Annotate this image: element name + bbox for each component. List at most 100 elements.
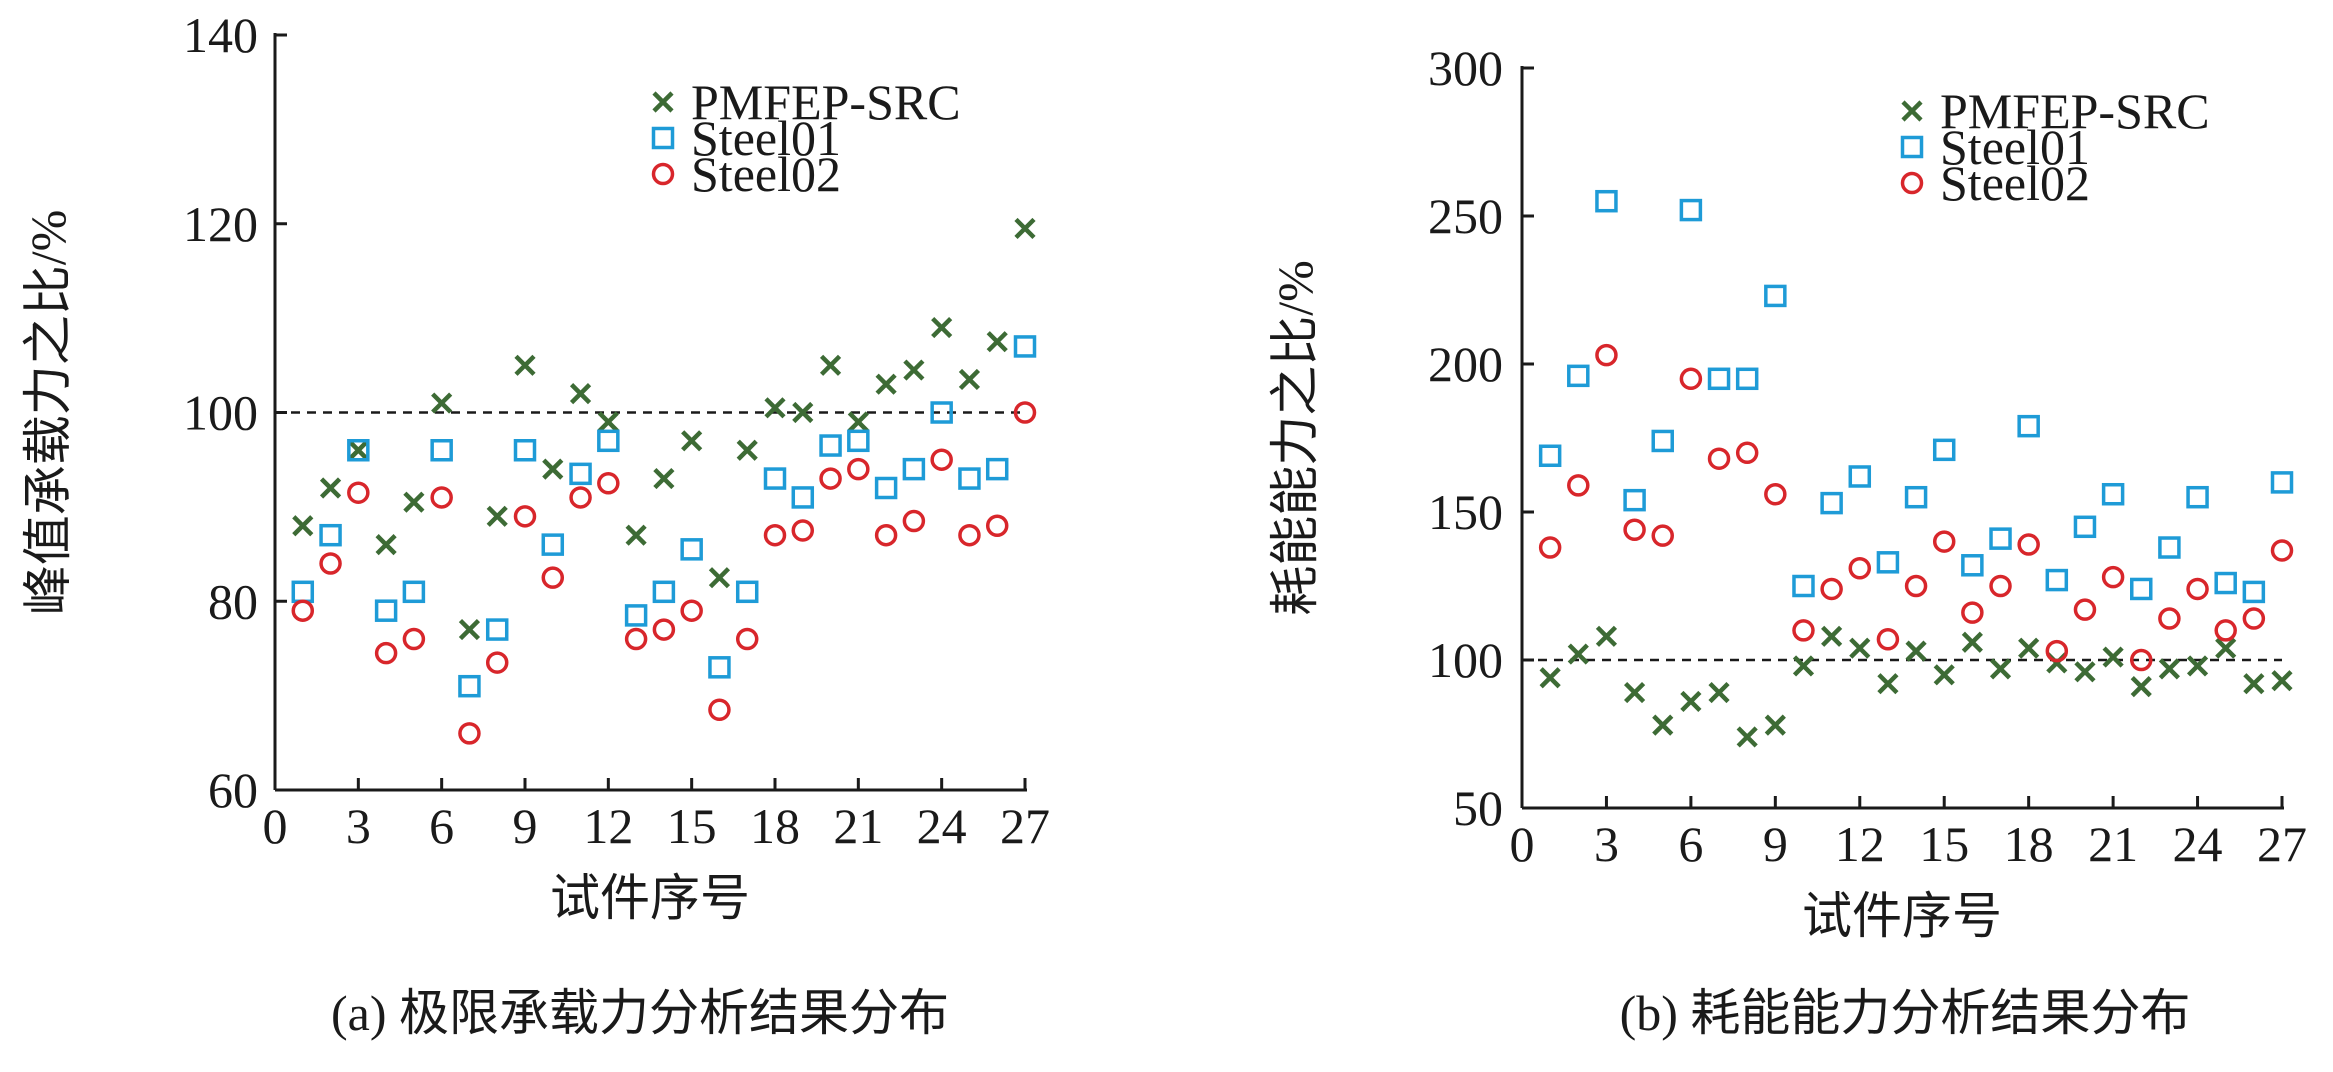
data-point <box>930 401 953 424</box>
data-point <box>1764 284 1787 308</box>
data-point <box>375 534 397 556</box>
y-tick-label: 200 <box>1428 336 1503 392</box>
data-point <box>763 467 787 490</box>
data-point <box>681 430 703 452</box>
y-tick-label: 120 <box>183 196 258 252</box>
data-point <box>541 533 565 556</box>
data-point <box>625 524 647 546</box>
legend-marker <box>652 91 674 113</box>
x-tick-label: 21 <box>2088 816 2138 872</box>
data-point <box>680 599 703 622</box>
data-point <box>680 538 703 561</box>
data-point <box>2186 655 2209 677</box>
data-point <box>1680 690 1702 713</box>
legend-label: PMFEP-SRC <box>1940 83 2210 139</box>
legend-marker <box>651 162 675 186</box>
data-point <box>653 467 675 490</box>
data-point <box>1989 574 2012 598</box>
data-point <box>1792 655 1815 677</box>
y-tick-label: 150 <box>1428 484 1503 540</box>
data-point <box>819 434 842 457</box>
data-point <box>792 401 814 424</box>
data-point <box>958 523 981 547</box>
data-point <box>875 373 897 395</box>
x-tick-label: 24 <box>917 798 967 854</box>
data-point <box>1013 335 1037 358</box>
data-point <box>1707 367 1731 391</box>
data-point <box>1961 554 1984 577</box>
legend-label: PMFEP-SRC <box>691 74 961 130</box>
x-tick-label: 6 <box>1678 816 1703 872</box>
data-point <box>2017 533 2040 556</box>
data-point <box>708 656 731 679</box>
data-point <box>902 509 926 533</box>
data-point <box>2243 673 2265 695</box>
data-point <box>1708 681 1730 704</box>
series-steel02 <box>1538 343 2294 672</box>
legend-marker <box>1901 100 1923 122</box>
data-point <box>819 354 842 376</box>
legend-marker <box>1900 135 1924 159</box>
data-point <box>2214 571 2237 595</box>
series-pmfep-src <box>292 217 1036 641</box>
data-point <box>1623 518 1646 542</box>
series-steel02 <box>291 401 1037 745</box>
data-point <box>458 674 481 698</box>
legend-label: Steel01 <box>691 110 841 166</box>
data-point <box>1652 714 1674 736</box>
data-point <box>1013 401 1037 424</box>
data-point <box>1989 527 2012 550</box>
data-point <box>2101 565 2125 589</box>
data-point <box>1567 643 1589 665</box>
x-tick-label: 18 <box>2004 816 2054 872</box>
y-tick-label: 50 <box>1453 780 1503 836</box>
data-point <box>1932 438 1956 462</box>
y-tick-label: 100 <box>1428 632 1503 688</box>
data-point <box>1989 658 2012 680</box>
x-axis-title: 试件序号 <box>550 870 750 926</box>
data-point <box>403 491 425 513</box>
legend-label: Steel02 <box>1940 155 2090 211</box>
y-tick-label: 140 <box>183 7 258 63</box>
data-point <box>319 552 342 575</box>
data-point <box>1904 485 1928 509</box>
data-point <box>1679 367 1703 391</box>
x-axis-title: 试件序号 <box>1802 888 2002 944</box>
data-point <box>847 411 869 433</box>
data-point <box>2045 639 2069 663</box>
data-point <box>2101 482 2125 506</box>
data-point <box>402 580 426 604</box>
data-point <box>1679 198 1703 222</box>
data-point <box>2270 471 2294 494</box>
data-point <box>430 486 453 509</box>
data-point <box>2271 670 2293 692</box>
data-point <box>2102 646 2124 668</box>
data-point <box>541 566 565 589</box>
data-point <box>458 618 481 641</box>
y-tick-label: 250 <box>1428 188 1503 244</box>
data-point <box>2186 577 2209 601</box>
data-point <box>1623 681 1646 704</box>
data-point <box>1904 574 1928 598</box>
data-point <box>569 462 592 486</box>
legend-marker <box>1900 171 1924 195</box>
data-point <box>292 515 314 537</box>
data-point <box>458 722 481 745</box>
data-point <box>652 618 676 641</box>
data-point <box>319 477 342 499</box>
data-point <box>2073 598 2097 621</box>
data-point <box>1848 556 1872 580</box>
data-point <box>319 523 342 547</box>
data-point <box>1905 640 1927 662</box>
data-point <box>1538 536 1562 559</box>
data-point <box>597 429 620 453</box>
legend-marker <box>651 126 675 150</box>
data-point <box>430 439 453 462</box>
data-point <box>624 627 648 651</box>
panel-b-energy-dissipation-chart: 50 100 150 200 250 300 0 3 6 9 12 15 18 21 24 27 试件序号 耗能能… <box>1267 40 2307 1041</box>
y-axis-title: 峰值承载力之比/% <box>20 210 76 616</box>
data-point <box>735 627 759 651</box>
data-point <box>1651 524 1674 547</box>
x-tick-label: 18 <box>750 798 800 854</box>
